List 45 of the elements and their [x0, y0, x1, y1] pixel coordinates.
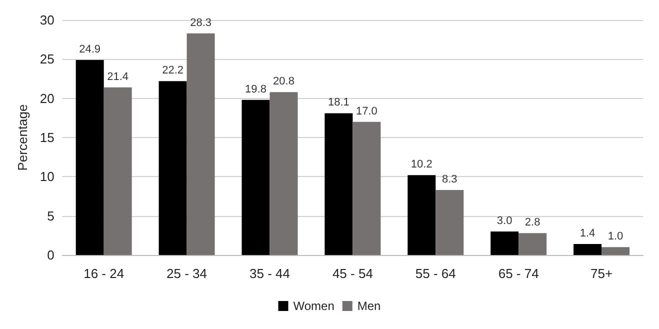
bar — [490, 232, 519, 255]
legend-label: Women — [293, 299, 334, 313]
y-axis-title: Percentage — [15, 104, 30, 171]
data-label: 28.3 — [190, 16, 212, 29]
x-tick-label: 75+ — [590, 266, 613, 281]
bar — [76, 60, 104, 255]
data-label: 8.3 — [442, 173, 458, 186]
bar — [518, 233, 547, 255]
data-label: 22.2 — [162, 64, 184, 77]
bar — [574, 244, 602, 255]
y-tick-label: 20 — [40, 90, 54, 106]
bar — [158, 81, 187, 255]
bar — [324, 113, 353, 255]
x-tick-label: 55 - 64 — [415, 266, 456, 281]
data-label: 19.8 — [245, 83, 266, 96]
y-tick-label: 25 — [40, 52, 54, 67]
data-label: 2.8 — [524, 216, 540, 229]
x-tick-label: 25 - 34 — [166, 266, 208, 281]
bar — [270, 92, 298, 255]
x-tick-label: 65 - 74 — [498, 266, 539, 281]
bar — [186, 33, 215, 255]
y-tick-label: 5 — [47, 208, 54, 224]
data-label: 20.8 — [273, 76, 294, 88]
x-tick-label: 16 - 24 — [84, 266, 124, 281]
bar — [104, 87, 132, 255]
bar — [436, 190, 464, 255]
data-label: 1.4 — [580, 228, 596, 240]
bar — [352, 122, 381, 255]
bar — [242, 100, 270, 255]
y-tick-label: 15 — [40, 130, 54, 145]
y-tick-label: 0 — [47, 248, 54, 262]
legend-label: Men — [357, 299, 381, 313]
data-label: 18.1 — [328, 96, 350, 109]
x-tick-label: 35 - 44 — [249, 266, 290, 281]
bar — [408, 175, 436, 255]
data-label: 24.9 — [79, 43, 101, 56]
data-label: 10.2 — [410, 158, 432, 171]
y-tick-label: 10 — [40, 169, 54, 184]
data-label: 21.4 — [107, 70, 129, 83]
data-label: 1.0 — [608, 230, 624, 243]
data-label: 17.0 — [356, 105, 378, 118]
bar — [602, 247, 630, 255]
x-tick-label: 45 - 54 — [332, 266, 373, 281]
data-label: 3.0 — [496, 215, 512, 227]
y-tick-label: 30 — [40, 12, 54, 28]
